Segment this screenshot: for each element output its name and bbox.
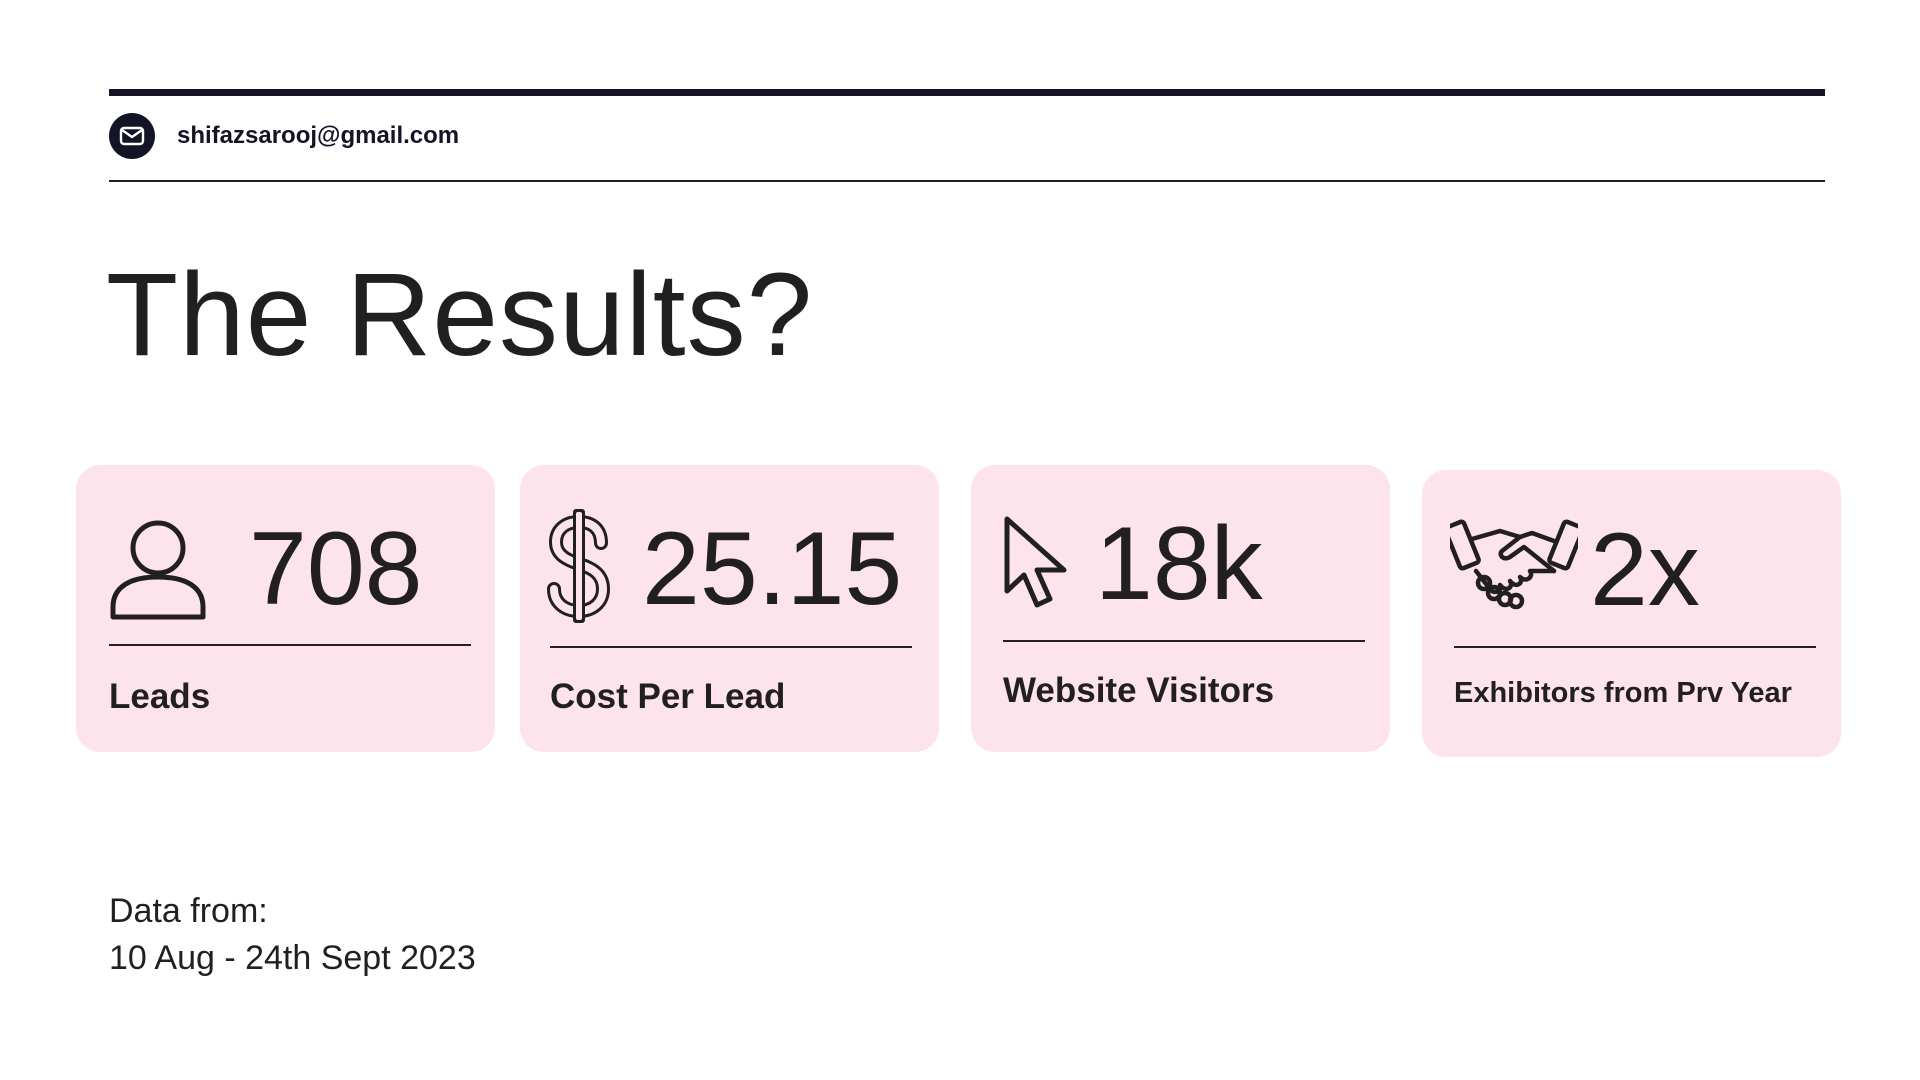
data-range-dates: 10 Aug - 24th Sept 2023 (109, 939, 476, 977)
contact-row: shifazsarooj@gmail.com (109, 113, 459, 159)
page-title: The Results? (106, 249, 814, 381)
stat-card-cost-per-lead: 25.15 Cost Per Lead (520, 465, 939, 752)
stat-card-leads: 708 Leads (76, 465, 495, 752)
stat-card-website-visitors: 18k Website Visitors (971, 465, 1390, 752)
stat-label-exhibitors: Exhibitors from Prv Year (1454, 677, 1792, 709)
data-range-note: Data from: 10 Aug - 24th Sept 2023 (109, 888, 476, 982)
card-divider (109, 644, 471, 646)
stat-value-cost-per-lead: 25.15 (642, 511, 903, 627)
user-icon (108, 517, 208, 626)
data-range-label: Data from: (109, 892, 268, 930)
stat-label-cost-per-lead: Cost Per Lead (550, 677, 786, 716)
stat-value-leads: 708 (249, 511, 423, 627)
stat-value-exhibitors: 2x (1590, 512, 1700, 628)
dollar-icon (546, 507, 612, 630)
stat-label-website-visitors: Website Visitors (1003, 671, 1275, 710)
header-divider (109, 180, 1825, 182)
stat-value-website-visitors: 18k (1095, 506, 1263, 622)
handshake-icon (1443, 517, 1585, 622)
card-divider (550, 646, 912, 648)
stat-card-exhibitors: 2x Exhibitors from Prv Year (1422, 470, 1841, 757)
top-divider (109, 89, 1825, 96)
mail-icon (109, 113, 155, 159)
cursor-icon (1002, 515, 1072, 616)
card-divider (1003, 640, 1365, 642)
stat-label-leads: Leads (109, 677, 211, 716)
contact-email[interactable]: shifazsarooj@gmail.com (177, 122, 460, 149)
card-divider (1454, 646, 1816, 648)
